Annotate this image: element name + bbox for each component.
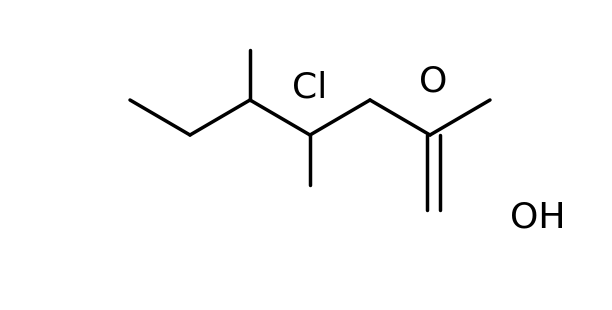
Text: OH: OH — [510, 201, 565, 235]
Text: O: O — [419, 65, 447, 99]
Text: Cl: Cl — [293, 71, 327, 105]
